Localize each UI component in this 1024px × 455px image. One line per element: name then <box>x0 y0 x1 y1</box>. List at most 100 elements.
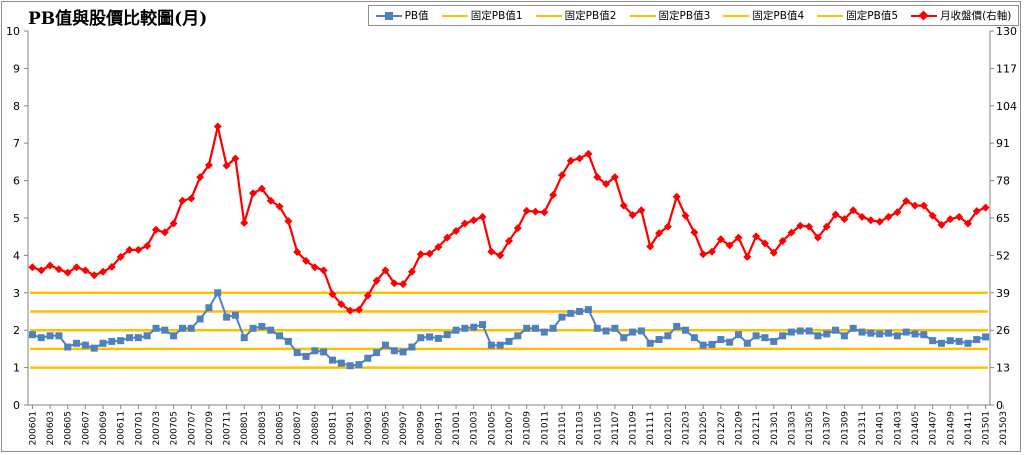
pb-point <box>937 339 945 347</box>
close-price-point <box>63 268 72 277</box>
pb-point <box>293 349 301 357</box>
y-left-tick-label: 6 <box>13 175 20 188</box>
close-price-point <box>213 122 222 131</box>
pb-point <box>311 347 319 355</box>
legend-item-fixed-pb-5: 固定PB值5 <box>817 8 898 23</box>
close-price-point <box>646 242 655 251</box>
pb-point <box>699 341 707 349</box>
close-price-point <box>81 266 90 275</box>
close-price-point <box>160 228 169 237</box>
x-tick-label: 200709 <box>205 411 215 446</box>
pb-point <box>849 324 857 332</box>
x-tick-label: 201301 <box>770 411 780 445</box>
pb-point <box>187 324 195 332</box>
pb-point <box>249 324 257 332</box>
pb-point <box>81 341 89 349</box>
pb-point <box>982 333 990 341</box>
pb-point <box>664 332 672 340</box>
close-price-point <box>99 267 108 276</box>
close-price-point <box>637 206 646 215</box>
close-price-point <box>805 222 814 231</box>
x-tick-label: 200711 <box>223 411 233 445</box>
close-price-point <box>884 212 893 221</box>
pb-point <box>496 341 504 349</box>
pb-point <box>143 332 151 340</box>
close-price-point <box>752 232 761 241</box>
legend-label-fixed-pb-1: 固定PB值1 <box>470 10 523 22</box>
y-right-tick-label: 130 <box>996 25 1017 38</box>
close-price-point <box>610 173 619 182</box>
pb-point <box>355 361 363 369</box>
pb-point <box>734 331 742 339</box>
close-price-point <box>302 256 311 265</box>
pb-point <box>408 343 416 351</box>
x-tick-label: 201011 <box>540 411 550 445</box>
close-price-point <box>240 218 249 227</box>
pb-point <box>196 315 204 323</box>
pb-point <box>893 332 901 340</box>
close-price-point <box>655 229 664 238</box>
legend-item-pb: PB值 <box>375 8 429 23</box>
x-tick-label: 201005 <box>487 411 497 445</box>
x-tick-label: 201307 <box>823 411 833 445</box>
close-price-point <box>284 217 293 226</box>
x-tick-label: 201001 <box>452 411 462 445</box>
close-price-point <box>487 247 496 256</box>
x-tick-label: 201305 <box>805 411 815 445</box>
x-tick-label: 201007 <box>505 411 515 445</box>
legend-item-fixed-pb-3: 固定PB值3 <box>629 8 710 23</box>
legend-swatch-pb <box>375 10 402 22</box>
close-price-point <box>107 262 116 271</box>
close-price-point <box>849 206 858 215</box>
y-right-tick-label: 13 <box>996 362 1010 375</box>
close-price-point <box>443 233 452 242</box>
pb-point <box>673 322 681 330</box>
pb-point <box>611 324 619 332</box>
pb-point <box>840 332 848 340</box>
pb-point <box>443 331 451 339</box>
pb-point <box>64 343 72 351</box>
legend-label-close-price: 月收盤價(右軸) <box>940 10 1012 22</box>
legend-item-close-price: 月收盤價(右軸) <box>911 8 1011 23</box>
x-tick-label: 201105 <box>593 411 603 445</box>
close-price-point <box>90 271 99 280</box>
pb-point <box>885 329 893 337</box>
pb-point <box>240 334 248 342</box>
pb-point <box>381 341 389 349</box>
x-tick-label: 201111 <box>646 411 656 445</box>
pb-point <box>337 359 345 367</box>
close-price-point <box>134 245 143 254</box>
pb-point <box>178 324 186 332</box>
y-right-tick-label: 91 <box>996 137 1010 150</box>
x-tick-label: 201409 <box>946 411 956 446</box>
pb-point <box>28 331 36 339</box>
close-price-point <box>222 161 231 170</box>
x-tick-label: 201107 <box>611 411 621 445</box>
x-tick-label: 200911 <box>434 411 444 445</box>
x-tick-label: 200705 <box>170 411 180 445</box>
y-right-tick-label: 52 <box>996 249 1010 262</box>
pb-point <box>346 362 354 370</box>
legend-label-fixed-pb-5: 固定PB值5 <box>846 10 898 22</box>
pb-point <box>434 334 442 342</box>
pb-point <box>796 327 804 335</box>
close-price-point <box>310 263 319 272</box>
pb-point <box>487 341 495 349</box>
y-right-tick-label: 26 <box>996 324 1010 337</box>
close-price-point <box>178 196 187 205</box>
pb-point <box>470 323 478 331</box>
x-tick-label: 200907 <box>399 411 409 445</box>
close-price-point <box>858 212 867 221</box>
close-price-point <box>813 233 822 242</box>
pb-point <box>328 356 336 364</box>
close-price-point <box>928 211 937 220</box>
y-left-tick-label: 8 <box>13 100 20 113</box>
pb-point <box>867 329 875 337</box>
x-tick-label: 201109 <box>629 411 639 446</box>
close-price-point <box>531 207 540 216</box>
close-price-point <box>690 228 699 237</box>
pb-point <box>814 332 822 340</box>
close-price-point <box>619 201 628 210</box>
x-tick-label: 201207 <box>717 411 727 445</box>
pb-point <box>787 328 795 336</box>
